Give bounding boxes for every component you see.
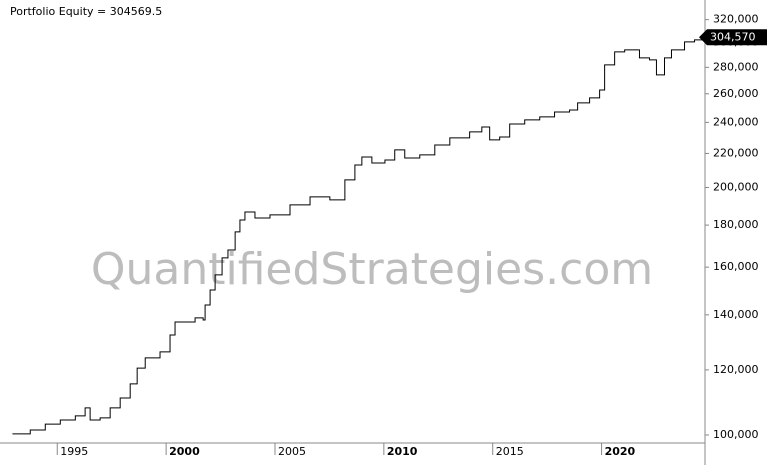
- x-tick-label: 1995: [60, 445, 88, 458]
- watermark: QuantifiedStrategies.com: [91, 244, 653, 295]
- x-tick-label: 2015: [496, 445, 524, 458]
- y-tick-label: 120,000: [713, 363, 759, 376]
- y-tick-label: 280,000: [713, 60, 759, 73]
- x-tick-label: 2005: [278, 445, 306, 458]
- y-tick-label: 240,000: [713, 115, 759, 128]
- last-value-box: [699, 29, 767, 46]
- x-tick-label: 2010: [387, 445, 418, 458]
- y-tick-label: 180,000: [713, 218, 759, 231]
- y-tick-label: 220,000: [713, 146, 759, 159]
- equity-line: [12, 37, 705, 435]
- y-tick-label: 100,000: [713, 428, 759, 441]
- y-tick-label: 260,000: [713, 87, 759, 100]
- y-tick-label: 160,000: [713, 260, 759, 273]
- x-tick-label: 2020: [605, 445, 636, 458]
- y-tick-label: 200,000: [713, 180, 759, 193]
- x-tick-label: 2000: [169, 445, 200, 458]
- y-tick-label: 320,000: [713, 13, 759, 26]
- chart-title: Portfolio Equity = 304569.5: [10, 5, 162, 18]
- last-value-label: 304,570: [710, 30, 756, 43]
- y-tick-label: 140,000: [713, 308, 759, 321]
